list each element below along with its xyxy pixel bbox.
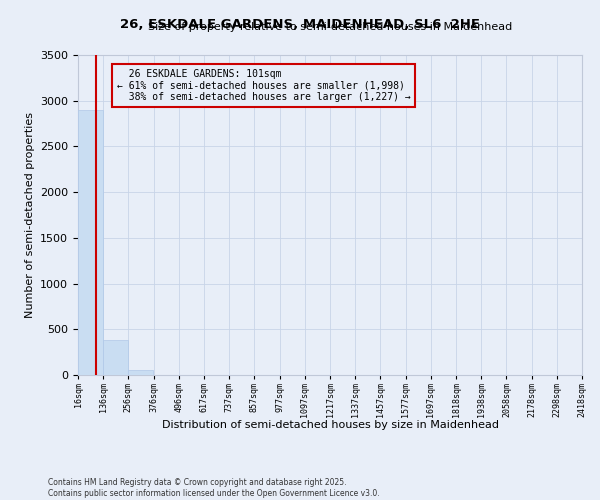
Bar xyxy=(128,370,153,375)
Text: 26, ESKDALE GARDENS, MAIDENHEAD, SL6  2HE: 26, ESKDALE GARDENS, MAIDENHEAD, SL6 2HE xyxy=(120,18,480,30)
Text: 26 ESKDALE GARDENS: 101sqm
← 61% of semi-detached houses are smaller (1,998)
  3: 26 ESKDALE GARDENS: 101sqm ← 61% of semi… xyxy=(116,68,410,102)
Bar xyxy=(78,110,103,375)
X-axis label: Distribution of semi-detached houses by size in Maidenhead: Distribution of semi-detached houses by … xyxy=(161,420,499,430)
Title: Size of property relative to semi-detached houses in Maidenhead: Size of property relative to semi-detach… xyxy=(148,22,512,32)
Bar xyxy=(103,340,128,375)
Text: Contains HM Land Registry data © Crown copyright and database right 2025.
Contai: Contains HM Land Registry data © Crown c… xyxy=(48,478,380,498)
Y-axis label: Number of semi-detached properties: Number of semi-detached properties xyxy=(25,112,35,318)
